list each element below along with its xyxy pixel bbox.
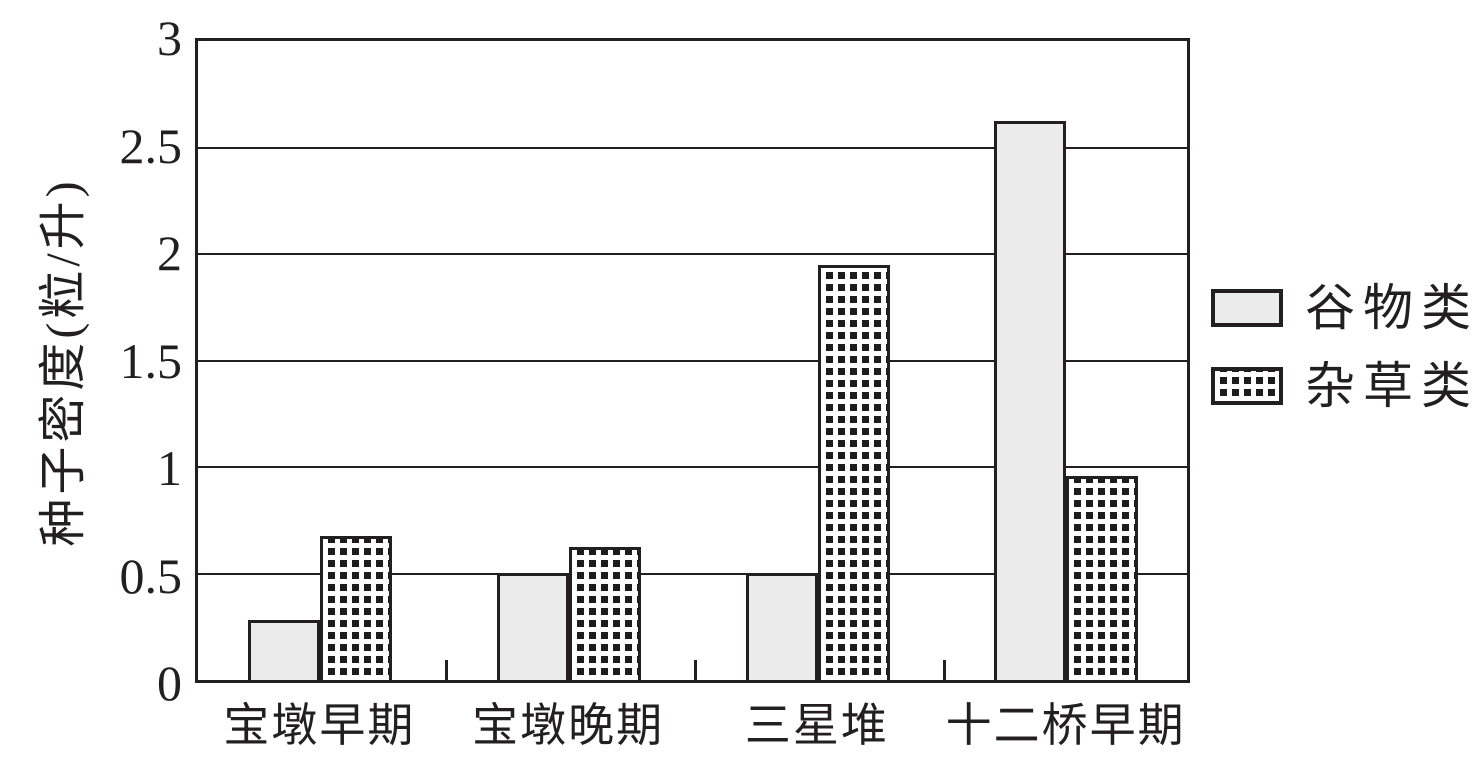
gridline-1 xyxy=(198,466,1187,469)
legend-swatch-solid xyxy=(1211,289,1283,327)
x-axis-tick xyxy=(694,660,697,680)
y-tick-label-0.5: 0.5 xyxy=(119,547,183,604)
x-category-label-三星堆: 三星堆 xyxy=(744,700,889,751)
gridline-1.5 xyxy=(198,359,1187,362)
bar-杂草类-三星堆 xyxy=(817,265,890,680)
legend-item-杂草类: 杂草类 xyxy=(1211,360,1475,412)
gridline-0.5 xyxy=(198,572,1187,575)
y-tick-label-1: 1 xyxy=(157,440,182,496)
bar-谷物类-宝墩晚期 xyxy=(496,572,569,680)
bar-谷物类-三星堆 xyxy=(745,572,818,680)
x-axis-tick xyxy=(445,660,449,680)
bar-谷物类-宝墩早期 xyxy=(248,619,320,680)
y-tick-label-0: 0 xyxy=(157,655,182,711)
y-tick-label-1.5: 1.5 xyxy=(119,332,183,389)
legend-swatch-checkered xyxy=(1211,367,1283,405)
bar-杂草类-宝墩晚期 xyxy=(568,546,641,680)
gridline-2 xyxy=(198,253,1187,256)
legend-label: 谷物类 xyxy=(1305,280,1475,336)
legend-item-谷物类: 谷物类 xyxy=(1211,282,1475,334)
plot-area xyxy=(195,38,1190,683)
x-category-label-十二桥早期: 十二桥早期 xyxy=(945,700,1186,751)
y-tick-label-3: 3 xyxy=(157,10,182,66)
legend: 谷物类 杂草类 xyxy=(1211,282,1475,438)
bar-谷物类-十二桥早期 xyxy=(994,121,1067,680)
y-tick-label-2: 2 xyxy=(157,225,182,281)
x-axis-tick xyxy=(942,660,946,680)
x-category-label-宝墩早期: 宝墩早期 xyxy=(223,700,416,751)
x-category-label-宝墩晚期: 宝墩晚期 xyxy=(472,700,665,751)
bar-杂草类-十二桥早期 xyxy=(1066,475,1139,680)
bar-杂草类-宝墩早期 xyxy=(320,535,392,680)
y-tick-label-2.5: 2.5 xyxy=(119,117,183,174)
legend-label: 杂草类 xyxy=(1305,358,1475,414)
gridline-2.5 xyxy=(198,146,1187,149)
